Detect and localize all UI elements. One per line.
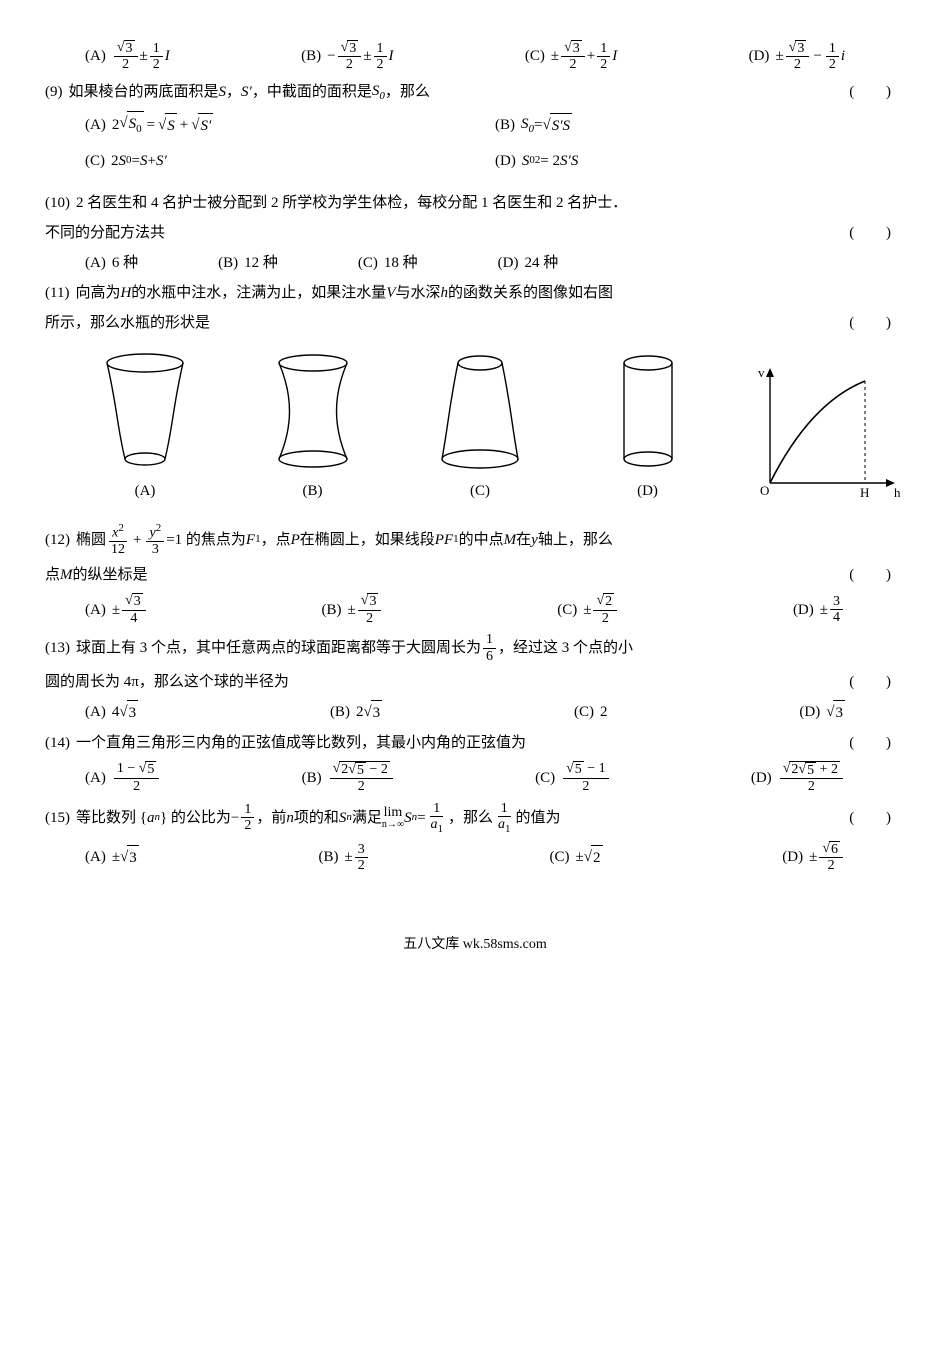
q13-options: (A) 43 (B) 23 (C) 2 (D) 3 [45,700,905,725]
q12-optA: (A) ± 34 [85,593,148,626]
q11-graph: v h O H [745,363,905,503]
q13-optA: (A) 43 [85,700,138,725]
q11-line2: 所示，那么水瓶的形状是 ( ) [45,311,905,335]
q9-optD: (D) S02 = 2 S′S [495,149,905,173]
q9-stem: (9) 如果棱台的两底面积是 S ， S′ ，中截面的面积是 S0 ，那么 ( … [45,79,905,106]
q12-line1: (12) 椭圆 x212 + y23 =1 的焦点为 F1 ，点 P 在椭圆上，… [45,522,905,557]
q12-optD: (D) ± 34 [793,594,845,626]
q15-blank: ( ) [849,806,905,830]
q14-optB: (B) 25 − 22 [302,761,395,795]
q12-line2: 点 M 的纵坐标是 ( ) [45,563,905,587]
q15-optD: (D) ± 62 [782,841,845,874]
q15-options: (A) ±3 (B) ± 32 (C) ±2 (D) ± 62 [45,841,905,874]
q11-blank: ( ) [849,311,905,335]
q13-optD: (D) 3 [799,700,845,725]
axis-H-label: H [860,485,869,500]
q9-blank: ( ) [849,80,905,104]
q11-line1: (11) 向高为 H 的水瓶中注水，注满为止，如果注水量 V 与水深 h 的函数… [45,281,905,305]
q11-shapeC: (C) [410,351,550,503]
vase-b-icon [263,351,363,471]
q9-row2: (C) 2S0 = S+S′ (D) S02 = 2 S′S [45,149,905,173]
q10-optC: (C)18 种 [358,251,418,275]
q13-blank: ( ) [849,670,905,694]
q14-optC: (C) 5 − 12 [535,761,611,794]
q13-optC: (C) 2 [574,700,608,724]
q11-shapeD: (D) [578,351,718,503]
q11-shapes: (A) (B) (C) (D) [45,341,905,508]
axis-v-label: v [758,365,765,380]
q9-optA: (A) 2 S0 = S + S′ [85,111,495,139]
q15-optA: (A) ±3 [85,845,139,870]
q12-options: (A) ± 34 (B) ± 32 (C) ± 22 (D) ± 34 [45,593,905,626]
q8-optA: (A) 32 ± 12 I [85,40,170,73]
q12-optC: (C) ± 22 [557,593,619,626]
q12-optB: (B) ± 32 [322,593,384,626]
q11-shapeB: (B) [243,351,383,503]
axis-o-label: O [760,483,769,498]
q10-line1: (10) 2 名医生和 4 名护士被分配到 2 所学校为学生体检，每校分配 1 … [45,191,905,215]
vase-c-icon [430,351,530,471]
q14-options: (A) 1 − 52 (B) 25 − 22 (C) 5 − 12 (D) 25… [45,761,905,795]
q15-optB: (B) ± 32 [319,842,370,874]
q8-options: (A) 32 ± 12 I (B) − 32 ± 12 I (C) ± 32 +… [45,40,905,73]
page-footer: 五八文库 wk.58sms.com [45,934,905,956]
q13-line1: (13) 球面上有 3 个点，其中任意两点的球面距离都等于大圆周长为 16 ，经… [45,632,905,664]
q9-optC: (C) 2S0 = S+S′ [85,149,495,173]
q15-optC: (C) ±2 [550,845,603,870]
axis-h-label: h [894,485,900,500]
vh-graph-icon: v h O H [750,363,900,503]
q14-optA: (A) 1 − 52 [85,761,161,794]
vase-a-icon [95,351,195,471]
q10-optB: (B)12 种 [218,251,278,275]
q14-blank: ( ) [849,731,905,755]
q10-line2: 不同的分配方法共 ( ) [45,221,905,245]
q11-shapeA: (A) [75,351,215,503]
q10-optD: (D)24 种 [498,251,559,275]
q13-optB: (B) 23 [330,700,382,725]
q13-line2: 圆的周长为 4π，那么这个球的半径为 ( ) [45,670,905,694]
q9-optB: (B) S0 = S′S [495,111,905,139]
q8-optB: (B) − 32 ± 12 I [301,40,393,73]
q12-blank: ( ) [849,563,905,587]
q10-options: (A)6 种 (B)12 种 (C)18 种 (D)24 种 [45,251,905,275]
q10-optA: (A)6 种 [85,251,138,275]
q9-row1: (A) 2 S0 = S + S′ (B) S0 = S′S [45,111,905,139]
q8-optC: (C) ± 32 + 12 I [525,40,617,73]
q10-blank: ( ) [849,221,905,245]
q8-optD: (D) ± 32 − 12 i [749,40,845,73]
q15-stem: (15) 等比数列 {an } 的公比为− 12 ，前 n 项的和 Sn 满足 … [45,801,905,835]
q14-stem: (14) 一个直角三角形三内角的正弦值成等比数列，其最小内角的正弦值为 ( ) [45,731,905,755]
vase-d-icon [608,351,688,471]
q14-optD: (D) 25 + 22 [751,761,845,795]
